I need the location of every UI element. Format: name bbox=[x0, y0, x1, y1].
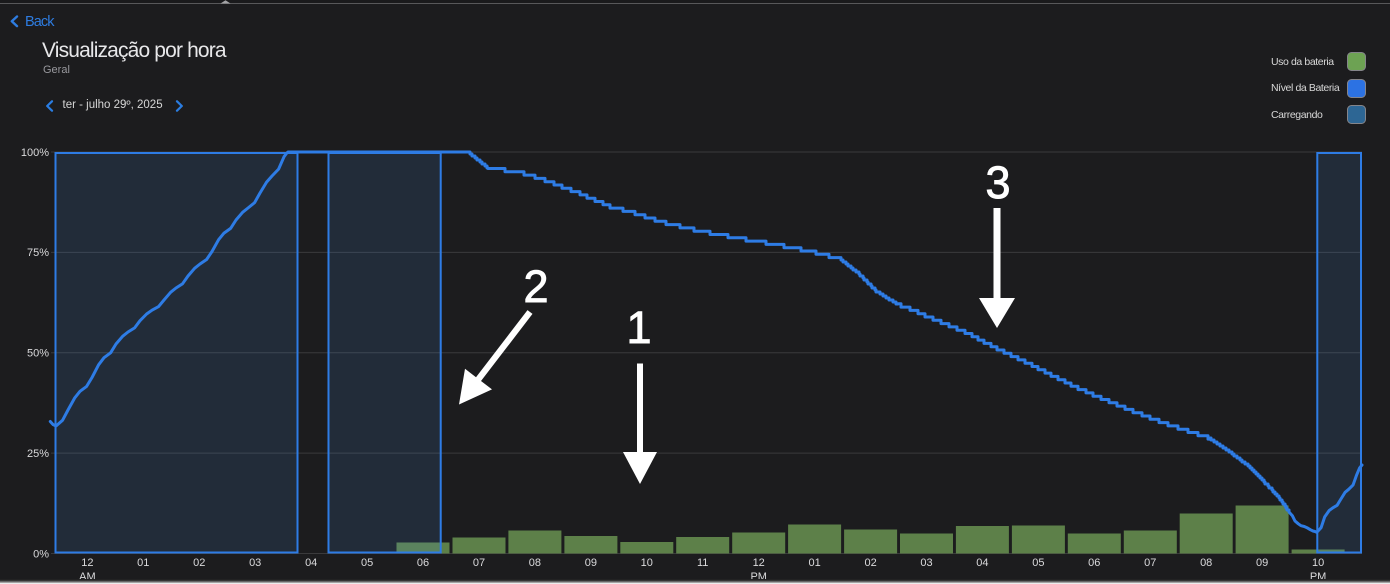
svg-text:02: 02 bbox=[864, 557, 876, 569]
svg-text:06: 06 bbox=[417, 557, 429, 569]
svg-text:09: 09 bbox=[585, 557, 597, 569]
svg-text:11: 11 bbox=[697, 557, 708, 569]
svg-text:09: 09 bbox=[1256, 557, 1268, 569]
svg-text:06: 06 bbox=[1088, 557, 1100, 569]
svg-text:10: 10 bbox=[1312, 557, 1324, 569]
svg-text:100%: 100% bbox=[21, 147, 49, 159]
svg-text:0%: 0% bbox=[33, 548, 49, 560]
svg-text:01: 01 bbox=[137, 557, 149, 569]
svg-text:03: 03 bbox=[920, 557, 932, 569]
svg-text:12: 12 bbox=[753, 557, 765, 569]
svg-text:05: 05 bbox=[1032, 557, 1044, 569]
svg-text:12: 12 bbox=[81, 557, 93, 569]
svg-text:10: 10 bbox=[641, 557, 653, 569]
svg-text:75%: 75% bbox=[27, 247, 49, 259]
svg-text:04: 04 bbox=[305, 557, 317, 569]
svg-text:50%: 50% bbox=[27, 348, 49, 360]
svg-text:07: 07 bbox=[473, 557, 485, 569]
svg-text:1: 1 bbox=[626, 302, 651, 353]
svg-text:08: 08 bbox=[529, 557, 541, 569]
svg-text:04: 04 bbox=[976, 557, 988, 569]
svg-text:02: 02 bbox=[193, 557, 205, 569]
svg-text:08: 08 bbox=[1200, 557, 1212, 569]
svg-text:05: 05 bbox=[361, 557, 373, 569]
svg-text:3: 3 bbox=[985, 157, 1010, 208]
svg-text:01: 01 bbox=[808, 557, 820, 569]
svg-text:2: 2 bbox=[523, 261, 548, 312]
svg-text:25%: 25% bbox=[27, 448, 49, 460]
svg-text:07: 07 bbox=[1144, 557, 1156, 569]
svg-text:03: 03 bbox=[249, 557, 261, 569]
